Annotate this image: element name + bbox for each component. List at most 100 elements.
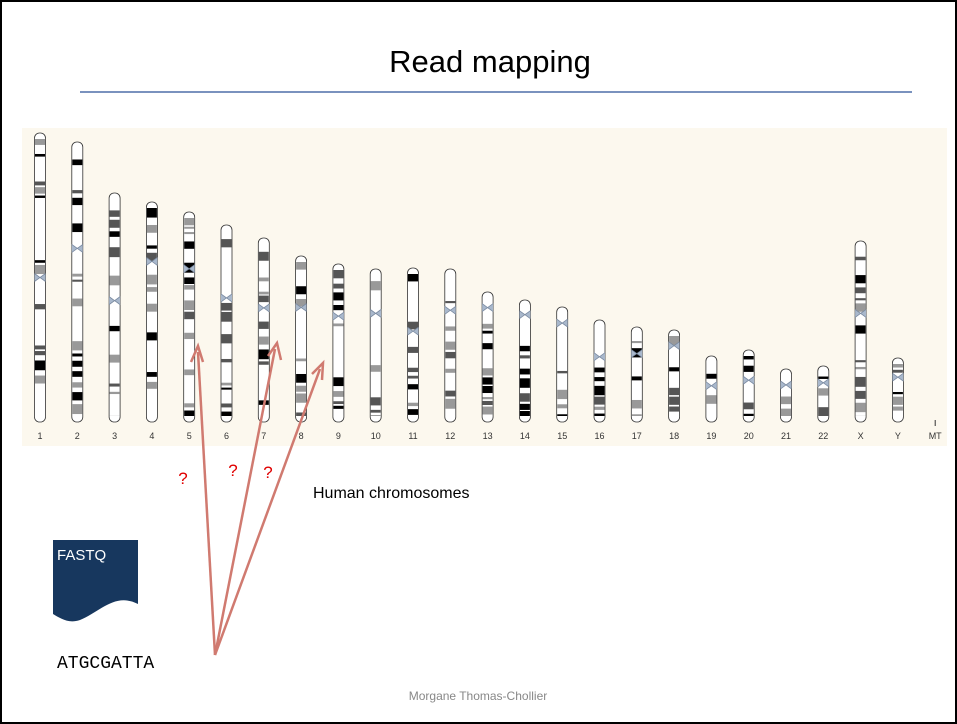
chromosome-body xyxy=(892,358,903,422)
band xyxy=(259,349,269,359)
band xyxy=(781,397,791,405)
band xyxy=(744,356,754,359)
band xyxy=(856,275,866,283)
band xyxy=(483,331,493,334)
band xyxy=(856,360,866,362)
band xyxy=(520,411,530,416)
band xyxy=(222,239,232,247)
chromosome-label: 8 xyxy=(299,431,304,441)
band xyxy=(296,358,306,361)
band xyxy=(72,361,82,367)
band xyxy=(184,312,194,319)
chromosome xyxy=(109,193,120,422)
band xyxy=(856,377,866,387)
chromosome-label: 4 xyxy=(149,431,154,441)
band xyxy=(408,368,418,372)
band xyxy=(408,376,418,379)
chromosome-body xyxy=(519,300,530,422)
band xyxy=(483,324,493,329)
slide: Read mapping 123456789101112131415161718… xyxy=(0,0,957,724)
band xyxy=(333,270,343,278)
band xyxy=(371,365,381,372)
band xyxy=(72,190,82,193)
band xyxy=(222,312,232,322)
band xyxy=(483,386,493,393)
band xyxy=(35,345,45,349)
band xyxy=(147,287,157,292)
band xyxy=(333,284,343,289)
chromosome-label: 3 xyxy=(112,431,117,441)
band xyxy=(72,299,82,307)
band xyxy=(110,384,120,387)
chromosome xyxy=(706,356,717,422)
band xyxy=(72,382,82,387)
band xyxy=(333,305,343,310)
chromosome-label: 6 xyxy=(224,431,229,441)
band xyxy=(595,407,605,410)
caption: Human chromosomes xyxy=(313,485,470,502)
band xyxy=(147,275,157,285)
band xyxy=(856,325,866,333)
band xyxy=(371,410,381,413)
chromosome-body xyxy=(743,350,754,422)
band xyxy=(222,334,232,343)
band xyxy=(184,333,194,339)
band xyxy=(557,414,567,416)
band xyxy=(856,298,866,300)
band xyxy=(296,386,306,392)
chromosome xyxy=(519,300,530,422)
chromosome-label: 10 xyxy=(371,431,381,441)
band xyxy=(35,139,45,145)
band xyxy=(222,359,232,362)
band xyxy=(72,274,82,277)
band xyxy=(632,376,642,380)
question-mark: ? xyxy=(178,469,187,488)
chromosome xyxy=(146,202,157,422)
band xyxy=(35,360,45,370)
band xyxy=(147,304,157,312)
chromosome-label: 19 xyxy=(706,431,716,441)
chromosome-body xyxy=(72,142,83,422)
band xyxy=(72,354,82,357)
band xyxy=(893,397,903,405)
chromosome xyxy=(408,268,419,422)
chromosome-label: 18 xyxy=(669,431,679,441)
band xyxy=(333,377,343,386)
chromosome xyxy=(258,238,269,422)
band xyxy=(296,374,306,383)
chromosome-label: 22 xyxy=(818,431,828,441)
band xyxy=(818,377,828,379)
chromosome-label: X xyxy=(858,431,864,441)
chromosome-label: 2 xyxy=(75,431,80,441)
band xyxy=(856,391,866,399)
chromosome xyxy=(482,292,493,422)
chromosome-label: 5 xyxy=(187,431,192,441)
band xyxy=(35,182,45,186)
band xyxy=(893,370,903,373)
band xyxy=(818,407,828,416)
chromosome xyxy=(184,212,195,422)
band xyxy=(445,342,455,350)
band xyxy=(781,409,791,416)
band xyxy=(371,415,381,416)
band xyxy=(856,257,866,261)
band xyxy=(72,341,82,350)
band xyxy=(259,292,269,295)
band xyxy=(184,369,194,375)
band xyxy=(520,404,530,410)
band xyxy=(408,409,418,415)
band xyxy=(557,371,567,373)
band xyxy=(557,404,567,408)
band xyxy=(520,346,530,351)
band xyxy=(706,395,716,404)
chromosome-body xyxy=(258,238,269,422)
band xyxy=(483,343,493,349)
band xyxy=(222,403,232,407)
chromosome-body xyxy=(706,356,717,422)
band xyxy=(222,383,232,386)
band xyxy=(557,390,567,399)
chromosome xyxy=(445,269,456,422)
band xyxy=(147,225,157,233)
band xyxy=(110,276,120,286)
band xyxy=(744,366,754,372)
